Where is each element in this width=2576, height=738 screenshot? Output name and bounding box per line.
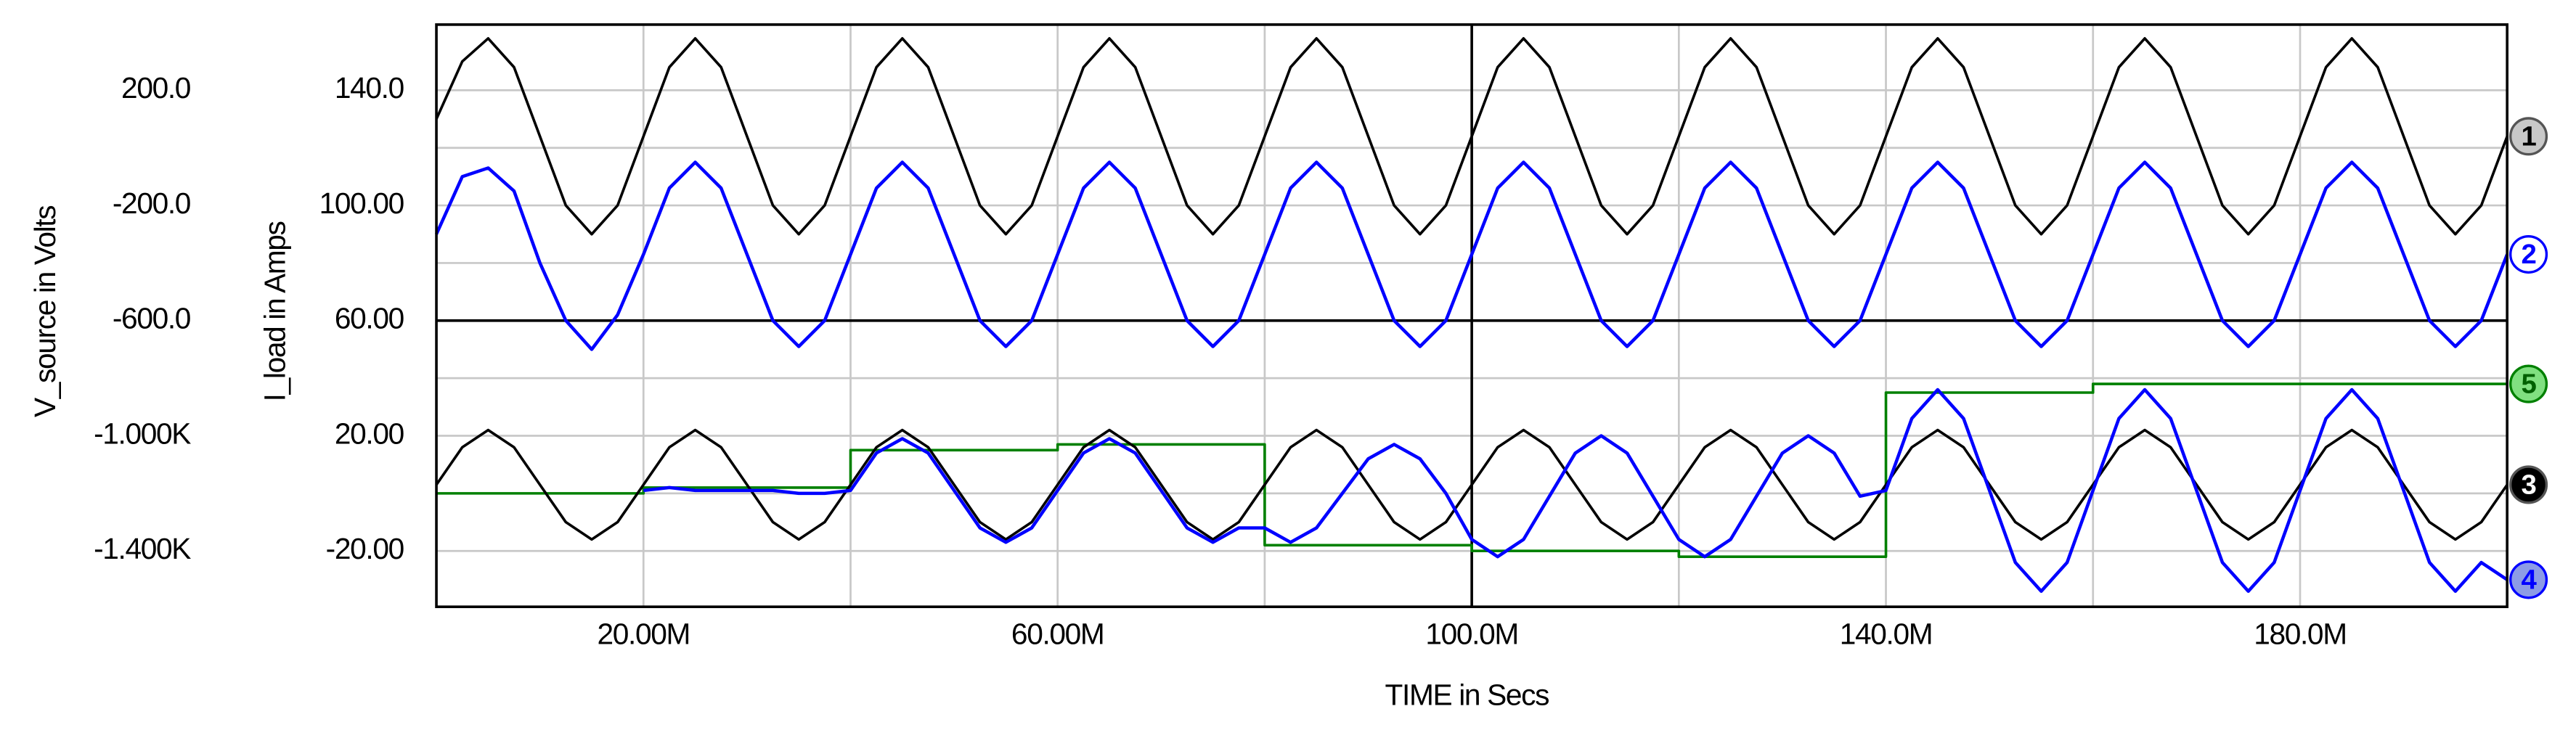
trace-marker	[2509, 560, 2548, 599]
legend-label: 1	[2522, 120, 2537, 152]
y2-tick-label: -1.400K	[94, 532, 191, 565]
x-axis-title: TIME in Secs	[1385, 678, 1549, 711]
trace-marker	[2509, 117, 2548, 156]
x-tick-label: 60.00M	[1011, 618, 1104, 651]
y2-tick-label: 200.0	[121, 71, 191, 104]
trace-marker	[2509, 364, 2548, 403]
trace-marker	[2509, 465, 2548, 504]
y-tick-label: 140.0	[335, 71, 404, 104]
x-tick-label: 100.0M	[1425, 618, 1518, 651]
y-tick-label: 60.00	[335, 302, 404, 335]
legend-label: 4	[2522, 564, 2538, 595]
y2-axis-title: V_source in Volts	[28, 206, 62, 417]
series-line	[435, 428, 2508, 541]
x-tick-label: 140.0M	[1840, 618, 1933, 651]
trace-marker	[2509, 234, 2548, 274]
legend-label: 3	[2522, 469, 2536, 500]
y2-tick-label: -200.0	[113, 186, 191, 220]
y-tick-label: 20.00	[335, 417, 404, 450]
x-tick-label: 20.00M	[598, 618, 690, 651]
legend-label: 2	[2522, 239, 2536, 270]
y2-tick-label: -1.000K	[94, 417, 191, 450]
series-line	[434, 160, 2509, 351]
y-tick-label: -20.00	[326, 532, 404, 565]
series-line	[435, 37, 2508, 236]
y-tick-label: 100.00	[319, 186, 404, 220]
y-axis-title: I_load in Amps	[258, 221, 292, 401]
x-tick-label: 180.0M	[2254, 618, 2347, 651]
y2-tick-label: -600.0	[113, 302, 191, 335]
series-line	[436, 382, 2508, 558]
plot-frame	[435, 23, 2508, 609]
legend-label: 5	[2522, 368, 2537, 399]
series-line	[643, 388, 2508, 594]
